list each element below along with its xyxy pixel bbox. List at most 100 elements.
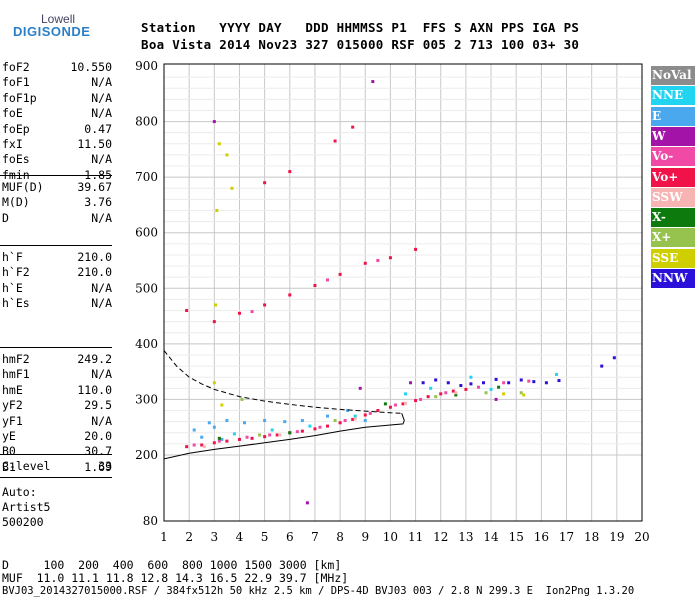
param-name: yF1: [2, 413, 23, 428]
param-value: N/A: [91, 90, 112, 105]
param-value: 110.0: [77, 382, 112, 397]
data-point-vo-: [376, 409, 380, 413]
x-tick-label: 12: [433, 530, 448, 544]
header-line1: Station YYYY DAY DDD HHMMSS P1 FFS S AXN…: [141, 20, 580, 35]
legend-item-ssw: SSW: [651, 187, 695, 207]
data-point-x-: [217, 436, 221, 440]
data-point-vo-: [439, 392, 443, 396]
data-point-vo-: [288, 293, 292, 297]
data-point-nnw: [434, 378, 438, 382]
param-value: N/A: [91, 75, 112, 90]
y-tick-label: 200: [135, 448, 158, 462]
data-point-sse: [212, 381, 216, 385]
param-row: foEs N/A: [0, 152, 112, 167]
param-value: N/A: [91, 296, 112, 311]
y-tick-label: 300: [135, 392, 158, 406]
data-point-vo-: [368, 411, 372, 415]
param-name: B1: [2, 459, 16, 474]
param-name: yE: [2, 429, 16, 443]
data-point-ssw: [454, 391, 458, 395]
x-tick-label: 7: [311, 530, 319, 544]
data-point-nne: [429, 386, 433, 390]
param-row: D N/A: [0, 211, 112, 226]
param-separator: [0, 347, 112, 348]
profile-curve-dashed: [163, 350, 404, 414]
x-tick-label: 11: [408, 530, 423, 544]
data-point-w: [494, 397, 498, 401]
data-point-x-: [484, 391, 488, 395]
data-point-vo-: [414, 247, 418, 251]
y-tick-label: 600: [135, 226, 158, 240]
param-row: yF2 29.5: [0, 398, 112, 413]
param-name: foF1p: [2, 90, 37, 105]
param-row: h`F2 210.0: [0, 265, 112, 280]
param-row: h`F 210.0: [0, 250, 112, 265]
data-point-e: [283, 420, 287, 424]
data-point-vo-: [212, 441, 216, 445]
data-point-vo-: [237, 311, 241, 315]
x-tick-label: 10: [383, 530, 398, 544]
param-row: foF1 N/A: [0, 75, 112, 90]
data-point-x-: [519, 391, 523, 395]
x-tick-label: 9: [361, 530, 369, 544]
data-point-nnw: [532, 380, 536, 384]
data-point-vo-: [388, 405, 392, 409]
param-value: 1.85: [84, 167, 112, 182]
auto-label: Auto:: [2, 485, 37, 499]
param-row: h`E N/A: [0, 281, 112, 296]
param-name: foE: [2, 106, 23, 121]
data-point-sse: [220, 403, 224, 407]
legend-item-x-: X+: [651, 228, 695, 248]
data-point-vo-: [217, 439, 221, 443]
data-point-vo-: [300, 429, 304, 433]
data-point-nnw: [507, 381, 511, 385]
data-point-vo-: [414, 399, 418, 403]
data-point-vo-: [351, 417, 355, 421]
x-tick-label: 5: [261, 530, 269, 544]
y-tick-label: 500: [135, 281, 158, 295]
data-point-e: [192, 428, 196, 432]
data-point-nne: [308, 424, 312, 428]
param-row: hmF1 N/A: [0, 367, 112, 382]
auto-artist: Artist5: [2, 500, 51, 514]
data-point-vo-: [401, 402, 405, 406]
param-name: hmE: [2, 382, 23, 397]
data-point-e: [243, 421, 247, 425]
param-value: N/A: [91, 210, 112, 225]
data-point-vo-: [185, 309, 189, 313]
data-point-e: [207, 421, 211, 425]
data-point-vo-: [338, 272, 342, 276]
y-tick-label: 400: [135, 337, 158, 351]
x-tick-label: 2: [185, 530, 193, 544]
param-separator: [0, 477, 112, 478]
data-point-x-: [333, 419, 337, 423]
data-point-vo-: [212, 320, 216, 324]
legend-item-sse: SSE: [651, 248, 695, 268]
legend-item-e: E: [651, 106, 695, 126]
footer-file-info: BVJ03_2014327015000.RSF / 384fx512h 50 k…: [2, 585, 635, 597]
data-point-vo-: [363, 261, 367, 265]
x-tick-label: 15: [509, 530, 524, 544]
param-value: 0.47: [84, 121, 112, 136]
data-point-w: [409, 381, 413, 385]
param-name: foEs: [2, 152, 30, 167]
param-row: fmin 1.85: [0, 168, 112, 183]
param-value: N/A: [91, 280, 112, 295]
x-tick-label: 8: [336, 530, 344, 544]
data-point-vo-: [313, 427, 317, 431]
data-point-vo-: [343, 419, 347, 423]
data-point-e: [225, 419, 229, 423]
data-point-vo-: [250, 310, 254, 314]
param-row: foF2 10.550: [0, 60, 112, 75]
data-point-vo-: [363, 413, 367, 417]
footer-distance: D 100 200 400 600 800 1000 1500 3000 [km…: [2, 558, 342, 572]
footer-muf: MUF 11.0 11.1 11.8 12.8 14.3 16.5 22.9 3…: [2, 571, 349, 585]
param-name: fmin: [2, 167, 30, 182]
plot-frame: [163, 63, 643, 522]
data-point-nne: [489, 387, 493, 391]
legend-item-vo-: Vo-: [651, 147, 695, 167]
data-point-vo-: [237, 437, 241, 441]
y-tick-label: 800: [135, 115, 158, 129]
data-point-nnw: [482, 381, 486, 385]
data-point-nnw: [557, 379, 561, 383]
